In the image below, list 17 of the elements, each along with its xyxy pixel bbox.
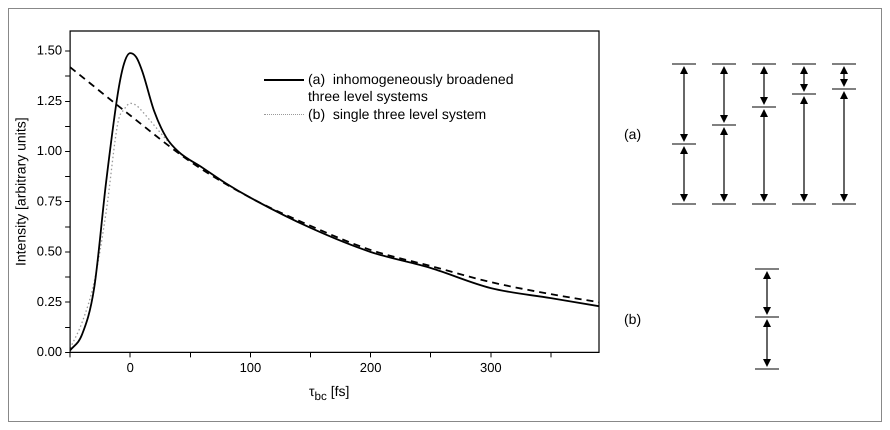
x-axis-title: τ$_{bc}$ [fs] [309, 383, 350, 403]
x-tick-label: 200 [360, 360, 382, 375]
y-tick-label: 0.25 [36, 294, 62, 309]
y-tick-label: 0.50 [36, 244, 62, 259]
y-tick-label: 1.25 [36, 92, 62, 108]
text: (a) [624, 126, 642, 142]
x-tick-label: 100 [240, 360, 262, 375]
y-tick-label: 1.50 [36, 42, 62, 58]
text: 0.00 [36, 344, 62, 359]
x-tick-label: 0 [126, 360, 134, 375]
x-tick-label: 300 [480, 360, 502, 375]
legend-label: (b) single three level system [308, 106, 488, 123]
text: (b) [624, 311, 642, 327]
y-tick-label: 0.75 [36, 193, 62, 208]
y-axis-title: Intensity [arbitrary units] [12, 117, 28, 266]
legend-label: (a) inhomogeneously broadened three level systems [308, 71, 514, 105]
y-tick-label: 1.00 [36, 143, 62, 158]
